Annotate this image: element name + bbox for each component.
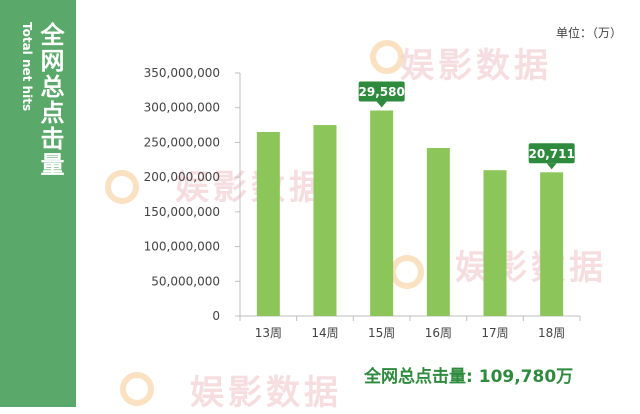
total-hits-label: 全网总点击量:	[364, 367, 473, 387]
callout-label: 20,711	[529, 147, 575, 161]
bar	[256, 132, 280, 316]
total-hits-summary: 全网总点击量: 109,780万	[364, 362, 573, 387]
watermark-text: 娱影数据	[190, 373, 342, 413]
bar	[370, 110, 394, 317]
unit-label: 单位：（万）	[555, 26, 622, 40]
bar	[313, 125, 337, 316]
sidebar-panel: 全网总点击量 Total net hits	[0, 0, 76, 407]
watermark-logo-icon	[370, 40, 404, 74]
bar	[540, 172, 564, 316]
sidebar-title: 全网总点击量	[36, 22, 64, 178]
y-tick-label: 350,000,000	[144, 66, 220, 80]
callout-box	[358, 81, 405, 102]
y-tick-label: 100,000,000	[144, 240, 220, 254]
x-tick-label: 14周	[311, 326, 338, 340]
y-tick-label: 150,000,000	[144, 205, 220, 219]
watermark-text: 娱影数据	[455, 248, 607, 288]
x-tick-label: 15周	[368, 326, 395, 340]
total-hits-value: 109,780万	[478, 367, 574, 387]
bar	[426, 147, 450, 316]
callout-label: 29,580	[359, 85, 405, 99]
bar	[483, 170, 507, 316]
watermark-logo-icon	[120, 372, 154, 406]
x-tick-label: 18周	[538, 326, 565, 340]
y-tick-label: 300,000,000	[144, 101, 220, 115]
callout-pointer	[546, 163, 557, 170]
x-tick-label: 13周	[255, 326, 282, 340]
y-tick-label: 250,000,000	[144, 135, 220, 149]
watermark-text: 娱影数据	[400, 46, 552, 86]
x-tick-label: 16周	[425, 326, 452, 340]
sidebar-subtitle: Total net hits	[20, 22, 34, 112]
x-tick-label: 17周	[481, 326, 508, 340]
watermark-logo-icon	[105, 170, 139, 204]
y-tick-label: 200,000,000	[144, 170, 220, 184]
callout-pointer	[376, 101, 387, 108]
y-tick-label: 0	[212, 309, 220, 323]
callout-box	[528, 143, 575, 164]
y-tick-label: 50,000,000	[151, 274, 220, 288]
watermark-text: 娱影数据	[175, 168, 327, 208]
